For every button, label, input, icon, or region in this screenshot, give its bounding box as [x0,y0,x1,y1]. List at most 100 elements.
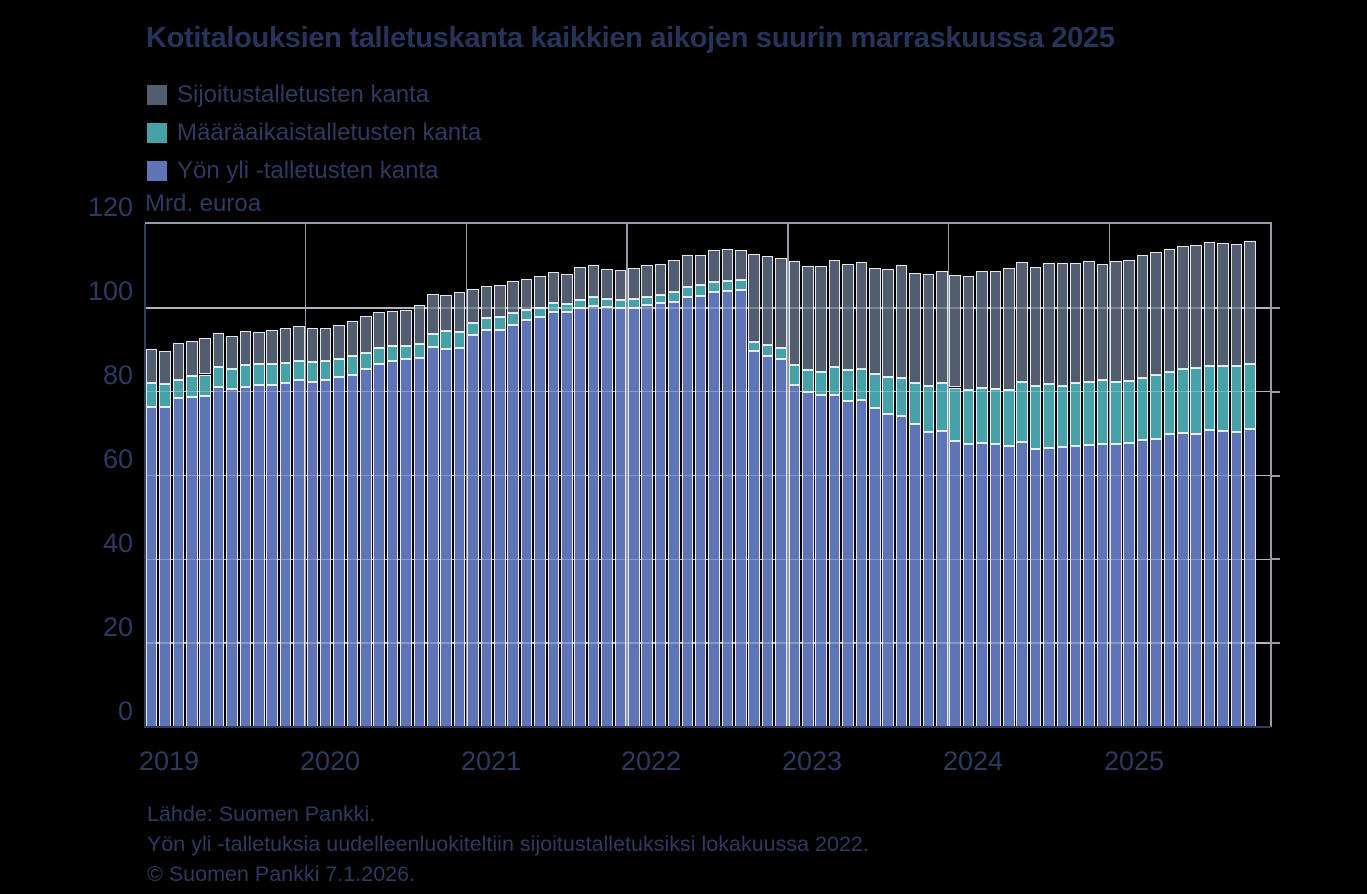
bar-segment-investment-2019-12 [293,326,305,361]
bar-segment-investment-2020-05 [360,315,372,353]
bar-segment-overnight-2022-12 [775,359,787,727]
bar-segment-term-2022-05 [681,286,694,298]
bar-segment-term-2021-12 [614,300,627,309]
bar-segment-investment-2024-07 [1029,266,1042,387]
plot-area [144,222,1280,728]
bar-segment-term-2023-07 [869,374,881,409]
bar-segment-overnight-2025-03 [1136,440,1149,727]
bar-segment-investment-2024-11 [1083,261,1095,382]
bar-segment-investment-2022-06 [694,255,707,286]
bar-segment-investment-2021-04 [507,281,519,313]
bar-segment-term-2024-05 [1002,390,1015,446]
gridline-overlay-y-60 [145,474,1270,477]
bar-segment-investment-2021-07 [547,272,560,304]
legend-swatch-investment-icon [147,85,167,105]
bar-segment-investment-2024-01 [949,274,961,388]
footer-note: Yön yli -talletuksia uudelleenluokitelti… [147,832,869,856]
bar-segment-investment-2024-04 [989,270,1002,389]
bar-segment-overnight-2019-06 [212,387,225,727]
bar-segment-overnight-2022-05 [681,297,694,727]
bar-segment-term-2019-08 [239,365,252,388]
bar-segment-investment-2019-03 [172,342,185,380]
bar-segment-term-2020-05 [360,352,372,369]
bar-segment-term-2021-08 [560,303,573,312]
bar-segment-overnight-2024-12 [1096,443,1109,727]
x-tick-2022: 2022 [620,746,682,776]
bar-segment-overnight-2023-06 [855,400,868,727]
bar-segment-overnight-2025-07 [1190,434,1203,727]
bar-segment-overnight-2022-03 [654,303,667,727]
bar-segment-overnight-2024-06 [1016,441,1028,727]
y-tick-100: 100 [87,276,133,306]
bar-segment-term-2024-02 [962,390,975,445]
bar-segment-term-2020-04 [346,356,359,375]
bar-segment-investment-2019-01 [145,349,158,383]
bar-segment-investment-2024-10 [1069,262,1082,384]
bar-segment-investment-2019-08 [239,331,252,366]
x-tick-2025: 2025 [1103,746,1165,776]
bar-segment-term-2025-05 [1163,371,1176,435]
bar-segment-overnight-2020-01 [306,381,319,727]
gridline-overlay-y-20 [145,642,1270,644]
bar-segment-investment-2020-06 [373,312,386,349]
bar-segment-overnight-2024-07 [1029,448,1042,727]
legend-label-term: Määräaikaistalletusten kanta [177,119,482,146]
right-tick-y-80 [1272,390,1280,393]
bar-segment-overnight-2022-07 [708,292,720,727]
gridline-year-2022 [626,224,628,727]
bar-segment-term-2021-09 [574,299,586,309]
gridline-year-2023 [787,224,789,727]
bar-segment-investment-2024-05 [1002,268,1015,390]
bar-segment-term-2025-06 [1177,369,1189,433]
bar-segment-investment-2023-10 [909,273,921,384]
right-tick-y-20 [1272,642,1280,645]
bar-segment-investment-2023-12 [935,270,948,384]
bar-segment-investment-2019-05 [199,338,211,375]
bar-segment-investment-2025-08 [1203,242,1216,366]
bar-segment-overnight-2022-01 [627,308,640,727]
bar-segment-investment-2024-08 [1043,262,1055,384]
bar-segment-investment-2021-08 [560,273,573,304]
legend-swatch-overnight-icon [147,161,167,181]
bar-segment-investment-2025-05 [1163,248,1176,372]
legend-item-investment: Sijoitustalletusten kanta [147,78,481,112]
bar-segment-investment-2019-04 [185,340,198,377]
chart-title: Kotitalouksien talletuskanta kaikkien ai… [146,22,1115,54]
bar-segment-overnight-2020-08 [400,358,412,727]
bar-segment-investment-2025-06 [1177,245,1189,370]
bar-segment-investment-2021-10 [587,265,600,298]
y-tick-80: 80 [102,360,133,390]
bar-segment-investment-2025-10 [1230,244,1243,367]
bar-segment-term-2019-05 [199,374,211,396]
bar-segment-investment-2022-04 [668,260,680,292]
bar-segment-overnight-2023-03 [815,395,828,727]
bar-segment-term-2022-06 [694,285,707,296]
bar-segment-term-2022-08 [721,281,734,291]
right-tick-y-60 [1272,474,1280,477]
bar-segment-investment-2025-07 [1190,245,1203,368]
bar-segment-overnight-2021-08 [560,311,573,727]
bar-segment-term-2024-09 [1056,385,1069,448]
bar-segment-overnight-2021-03 [494,330,506,727]
legend-swatch-term-icon [147,123,167,143]
bar-segment-investment-2021-03 [494,284,506,318]
bar-segment-investment-2024-02 [962,276,975,390]
bar-segment-term-2024-08 [1043,383,1055,448]
gridline-year-2024 [947,224,950,727]
bar-segment-overnight-2025-05 [1163,434,1176,727]
bar-segment-term-2023-09 [895,378,908,416]
bar-segment-overnight-2025-01 [1110,444,1122,727]
bar-segment-overnight-2021-01 [467,334,479,727]
gridline-y-100 [145,307,1270,309]
y-axis-unit-label: Mrd. euroa [145,190,262,217]
bar-segment-overnight-2022-04 [668,301,680,727]
bar-segment-term-2020-10 [427,334,439,348]
bar-segment-term-2025-11 [1244,364,1256,430]
bar-segment-investment-2024-03 [976,270,988,389]
footer-copyright: © Suomen Pankki 7.1.2026. [147,862,416,886]
gridline-year-2020 [304,224,307,727]
bar-segment-overnight-2025-06 [1177,432,1189,727]
bar-segment-term-2020-03 [333,358,345,378]
bar-segment-overnight-2020-07 [386,361,399,727]
